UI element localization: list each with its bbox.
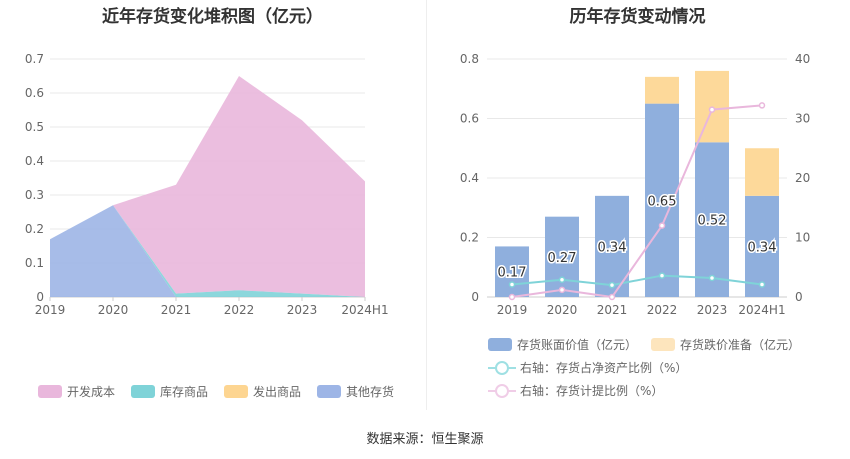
left-x-tick-label: 2020	[98, 303, 129, 317]
bar-data-label: 0.65	[648, 194, 677, 209]
line-point	[558, 276, 566, 283]
left-y-tick-label: 0	[36, 290, 44, 304]
left-x-tick-label: 2019	[35, 303, 66, 317]
left-y-tick-label: 0.7	[25, 52, 44, 66]
legend-marker-provision-ratio	[488, 383, 516, 398]
right-y-tick-label: 0.6	[460, 112, 479, 126]
legend-swatch-other-inventory	[317, 385, 342, 398]
bar-data-label: 0.34	[748, 240, 777, 255]
legend-label-provision-ratio: 右轴：存货计提比例（%）	[520, 384, 664, 398]
right-y2-tick-label: 20	[795, 171, 810, 185]
area-series-开发成本	[50, 76, 365, 297]
right-x-tick-label: 2019	[497, 303, 528, 317]
right-x-tick-label: 2020	[547, 303, 578, 317]
right-y-tick-label: 0.2	[460, 231, 479, 245]
right-y-tick-label: 0.4	[460, 171, 479, 185]
area-series-发出商品	[50, 205, 365, 297]
legend-marker-net-asset-ratio	[488, 360, 516, 375]
bar-data-label: 0.17	[498, 266, 527, 281]
line-point	[658, 222, 666, 229]
bar-book-value	[545, 216, 579, 297]
line-point	[658, 272, 666, 279]
legend-label-net-asset-ratio: 右轴：存货占净资产比例（%）	[520, 361, 688, 375]
bar-book-value	[495, 246, 529, 297]
data-source: 数据来源：恒生聚源	[366, 432, 484, 447]
legend-swatch-dev-cost	[38, 385, 62, 398]
panel-divider	[426, 0, 427, 410]
line-point	[508, 281, 516, 288]
left-y-tick-label: 0.5	[25, 120, 44, 134]
right-x-tick-label: 2022	[647, 303, 678, 317]
right-x-tick-label: 2023	[697, 303, 728, 317]
legend-label-inventory-goods: 库存商品	[160, 385, 209, 399]
left-y-tick-label: 0.3	[25, 188, 44, 202]
left-x-tick-label: 2024H1	[341, 303, 388, 317]
right-y2-tick-label: 0	[795, 290, 803, 304]
line-point	[608, 293, 616, 301]
legend-swatch-inventory-goods	[131, 385, 156, 398]
left-x-tick-label: 2023	[287, 303, 318, 317]
legend-label-impairment: 存货跌价准备（亿元）	[680, 338, 801, 352]
left-y-tick-label: 0.1	[25, 256, 44, 270]
right-y2-tick-label: 10	[795, 231, 810, 245]
right-y2-tick-label: 30	[795, 112, 810, 126]
line-point	[708, 274, 716, 282]
left-chart-title: 近年存货变化堆积图（亿元）	[102, 7, 323, 27]
right-y-tick-label: 0	[471, 290, 479, 304]
line-point	[708, 106, 716, 113]
line-point	[608, 281, 616, 289]
right-legend-row-1: 存货账面价值（亿元） 存货跌价准备（亿元）	[488, 336, 800, 353]
left-legend: 开发成本 库存商品 发出商品 其他存货	[38, 383, 394, 400]
line-point	[558, 286, 566, 294]
legend-swatch-impairment	[651, 338, 676, 351]
right-bar-line-chart: 0 0.2 0.4 0.6 0.8 0 10 20 30 40 2019 2020 2021 2022 20…	[460, 52, 810, 317]
right-y-tick-label: 0.8	[460, 52, 479, 66]
left-x-tick-label: 2021	[161, 303, 192, 317]
line-point	[758, 102, 766, 109]
left-x-tick-label: 2022	[224, 303, 255, 317]
line-point	[508, 293, 516, 301]
right-chart-title: 历年存货变动情况	[569, 7, 706, 27]
left-y-tick-label: 0.4	[25, 154, 44, 168]
right-legend-row-3: 右轴：存货计提比例（%）	[488, 382, 663, 399]
bar-book-value	[695, 142, 729, 297]
line-series-右轴：存货计提比例（%）	[511, 104, 763, 299]
bar-data-label: 0.52	[698, 214, 727, 229]
line-point	[758, 281, 766, 288]
right-y2-tick-label: 40	[795, 52, 810, 66]
right-legend-row-2: 右轴：存货占净资产比例（%）	[488, 359, 687, 376]
legend-label-other-inventory: 其他存货	[346, 385, 395, 399]
legend-label-book-value: 存货账面价值（亿元）	[517, 338, 638, 352]
bar-impairment	[645, 76, 679, 104]
bar-impairment	[745, 148, 779, 196]
right-x-tick-label: 2021	[597, 303, 628, 317]
area-series-其他存货	[50, 205, 365, 297]
line-series-右轴：存货占净资产比例（%）	[511, 274, 763, 287]
left-y-tick-label: 0.6	[25, 86, 44, 100]
bar-data-label: 0.34	[598, 240, 627, 255]
legend-label-shipped-goods: 发出商品	[253, 385, 302, 399]
legend-label-dev-cost: 开发成本	[67, 385, 116, 399]
left-y-tick-label: 0.2	[25, 222, 44, 236]
bar-book-value	[745, 195, 779, 297]
bar-data-label: 0.27	[548, 251, 577, 266]
right-x-tick-label: 2024H1	[738, 303, 785, 317]
legend-swatch-shipped-goods	[224, 385, 249, 398]
left-area-chart: 0 0.1 0.2 0.3 0.4 0.5 0.6 0.7 2019 2020 2021 2022 20…	[25, 52, 389, 317]
legend-swatch-book-value	[488, 338, 512, 351]
